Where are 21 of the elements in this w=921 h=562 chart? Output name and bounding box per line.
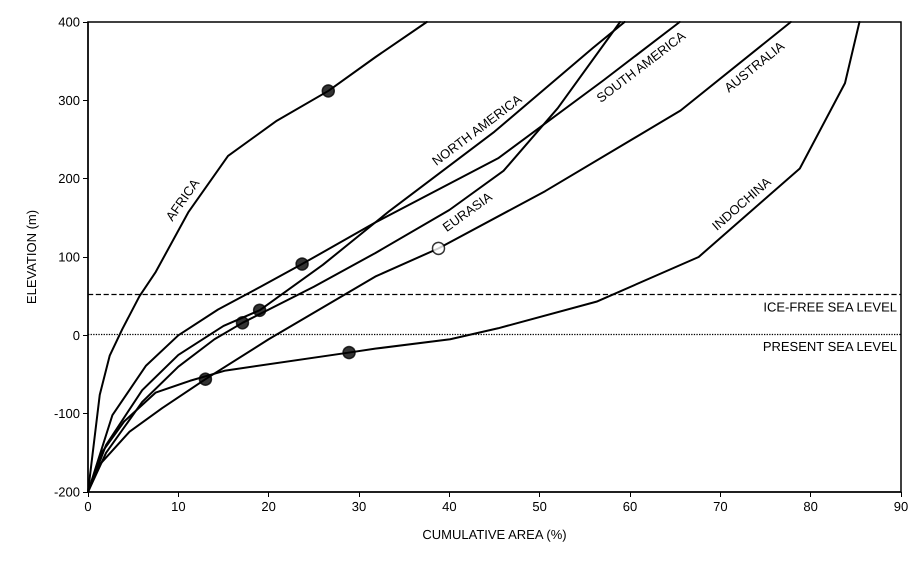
y-tick-label: 300 [58, 92, 80, 108]
y-tick-label: 200 [58, 171, 80, 186]
ref-line-label: ICE-FREE SEA LEVEL [763, 300, 897, 315]
x-tick-label: 0 [84, 499, 92, 514]
x-tick-label: 10 [171, 499, 186, 514]
y-tick-label: 400 [58, 14, 80, 30]
x-tick-label: 60 [622, 499, 638, 514]
x-tick-label: 70 [713, 499, 728, 514]
x-tick-label: 90 [894, 499, 908, 514]
x-axis-title: CUMULATIVE AREA (%) [422, 527, 567, 542]
y-tick-label: 0 [72, 328, 80, 343]
x-tick-label: 40 [442, 499, 457, 514]
ref-line-label: PRESENT SEA LEVEL [762, 338, 897, 354]
x-tick-label: 20 [261, 499, 276, 514]
y-axis-title: ELEVATION (m) [24, 210, 39, 304]
x-tick-label: 80 [803, 499, 818, 514]
x-tick-label: 30 [352, 499, 366, 514]
y-tick-label: -200 [54, 484, 80, 500]
y-tick-label: -100 [54, 406, 80, 422]
y-tick-label: 100 [58, 250, 80, 264]
x-tick-label: 50 [532, 499, 547, 514]
